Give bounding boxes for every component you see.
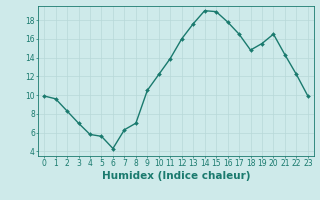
X-axis label: Humidex (Indice chaleur): Humidex (Indice chaleur)	[102, 171, 250, 181]
